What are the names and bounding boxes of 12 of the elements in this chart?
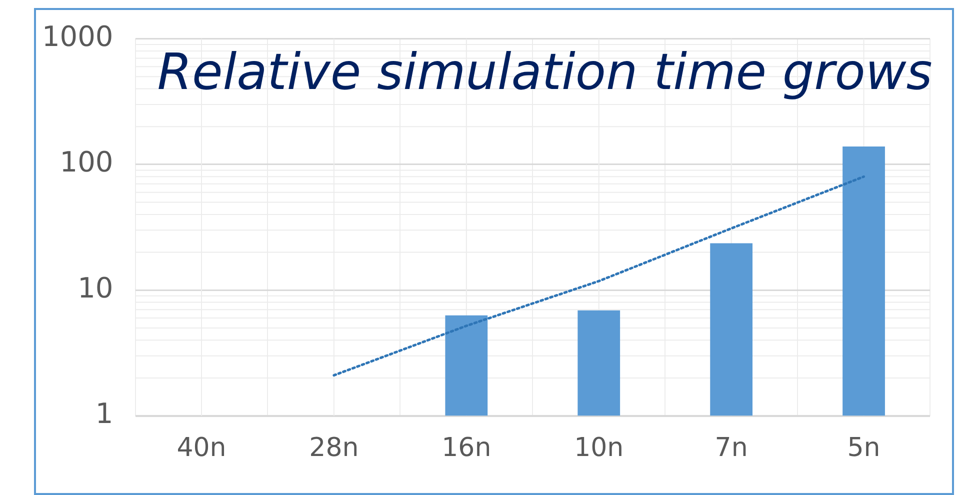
line-series	[332, 175, 866, 377]
y-tick-label: 1	[95, 397, 114, 430]
y-tick-label: 100	[60, 146, 114, 179]
x-tick-label: 7n	[714, 433, 748, 464]
x-tick-label: 40n	[176, 433, 226, 464]
y-tick-label: 1000	[42, 20, 114, 54]
x-tick-label: 28n	[309, 433, 359, 464]
y-tick-label: 10	[78, 271, 114, 304]
x-tick-label: 16n	[442, 433, 492, 464]
x-tick-label: 5n	[847, 433, 880, 464]
chart-title: Relative simulation time grows	[157, 42, 932, 101]
x-tick-label: 10n	[574, 433, 624, 464]
